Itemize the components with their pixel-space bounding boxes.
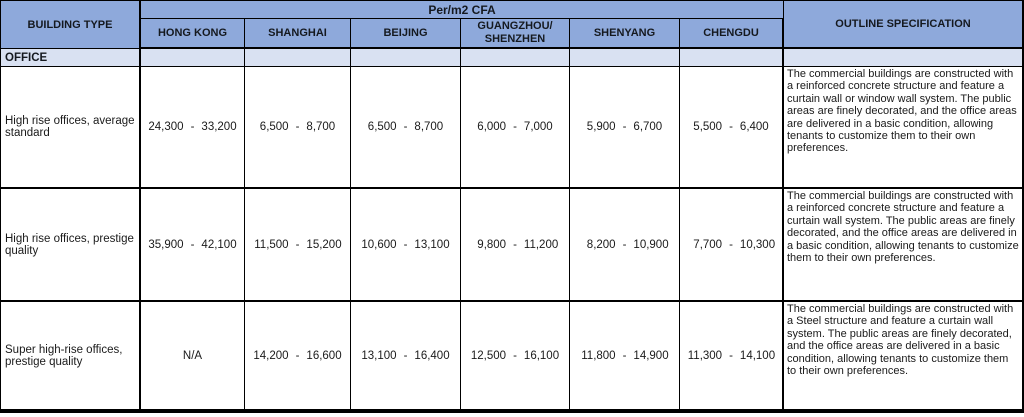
cost-range-cell: 7,700-10,300 <box>680 189 784 302</box>
range-dash: - <box>513 238 517 251</box>
building-type-header: BUILDING TYPE <box>1 1 141 49</box>
section-cell-empty <box>141 49 245 67</box>
range-low: 11,300 <box>687 349 723 362</box>
range-high: 11,200 <box>523 238 559 251</box>
range-dash: - <box>403 238 408 251</box>
range-dash: - <box>729 349 733 362</box>
building-type-cell: High rise offices, average standard <box>1 67 141 189</box>
column-header-hong-kong: HONG KONG <box>141 19 245 49</box>
cost-range-cell: 11,800-14,900 <box>570 302 680 410</box>
range-dash: - <box>513 349 517 362</box>
section-cell-empty <box>245 49 351 67</box>
range-dash: - <box>190 121 195 133</box>
range-high: 8,700 <box>414 121 444 133</box>
range-high: 7,000 <box>523 121 553 133</box>
cost-range-cell: 14,200-16,600 <box>245 302 351 410</box>
range-low: 5,900 <box>586 121 616 133</box>
range-low: 10,600 <box>361 238 397 251</box>
range-high: 6,700 <box>633 121 663 133</box>
range-dash: - <box>403 349 408 362</box>
cost-range-cell: 6,500-8,700 <box>351 67 461 189</box>
range-high: 14,100 <box>739 349 776 362</box>
cost-range-cell: 8,200-10,900 <box>570 189 680 302</box>
cost-range-cell: 11,500-15,200 <box>245 189 351 302</box>
section-cell-empty <box>784 49 1023 67</box>
range-high: 42,100 <box>201 238 237 251</box>
range-high: 16,100 <box>523 349 560 362</box>
range-dash: - <box>513 121 517 133</box>
range-high: 14,900 <box>633 349 669 362</box>
column-header-shenyang: SHENYANG <box>570 19 680 49</box>
range-low: 13,100 <box>361 349 397 362</box>
range-high: 10,900 <box>633 238 669 251</box>
range-low: 11,500 <box>254 238 289 251</box>
cost-range-cell: 6,000-7,000 <box>461 67 570 189</box>
range-low: 8,200 <box>586 238 616 251</box>
column-header-shanghai: SHANGHAI <box>245 19 351 49</box>
range-high: 33,200 <box>201 121 237 133</box>
column-header-chengdu: CHENGDU <box>680 19 784 49</box>
cost-range-cell: 10,600-13,100 <box>351 189 461 302</box>
range-high: 13,100 <box>414 238 450 251</box>
cost-range-cell: 12,500-16,100 <box>461 302 570 410</box>
outline-specification-cell: The commercial buildings are constructed… <box>784 67 1023 189</box>
range-dash: - <box>729 238 733 251</box>
cost-range-cell: 13,100-16,400 <box>351 302 461 410</box>
range-low: 6,500 <box>259 121 289 133</box>
building-type-cell: High rise offices, prestige quality <box>1 189 141 302</box>
range-dash: - <box>622 121 627 133</box>
range-high: 10,300 <box>739 238 776 251</box>
range-high: 16,600 <box>306 349 342 362</box>
range-dash: - <box>295 349 300 362</box>
cost-range-cell: 11,300-14,100 <box>680 302 784 410</box>
range-high: 15,200 <box>306 238 342 251</box>
range-low: 35,900 <box>148 238 184 251</box>
range-low: 7,700 <box>693 238 723 251</box>
outline-specification-header: OUTLINE SPECIFICATION <box>784 1 1023 49</box>
range-low: 24,300 <box>148 121 184 133</box>
range-high: 6,400 <box>739 121 769 133</box>
cost-range-cell: 5,900-6,700 <box>570 67 680 189</box>
range-na: N/A <box>182 349 203 362</box>
per-m2-cfa-group-header: Per/m2 CFA <box>141 1 784 19</box>
section-cell-empty <box>570 49 680 67</box>
range-dash: - <box>295 238 300 251</box>
section-label-office: OFFICE <box>1 49 141 67</box>
cost-range-cell: 9,800-11,200 <box>461 189 570 302</box>
outline-specification-cell: The commercial buildings are constructed… <box>784 302 1023 410</box>
cost-range-cell: 35,900-42,100 <box>141 189 245 302</box>
range-low: 9,800 <box>477 238 507 251</box>
range-low: 6,000 <box>477 121 507 133</box>
range-dash: - <box>622 349 627 362</box>
outline-specification-cell: The commercial buildings are constructed… <box>784 189 1023 302</box>
range-dash: - <box>729 121 733 133</box>
range-dash: - <box>295 121 300 133</box>
section-cell-empty <box>680 49 784 67</box>
range-high: 16,400 <box>414 349 450 362</box>
cost-range-cell: 6,500-8,700 <box>245 67 351 189</box>
range-dash: - <box>403 121 408 133</box>
range-low: 5,500 <box>693 121 723 133</box>
section-cell-empty <box>461 49 570 67</box>
column-header-beijing: BEIJING <box>351 19 461 49</box>
column-header-guangzhou-shenzhen: GUANGZHOU/ SHENZHEN <box>461 19 570 49</box>
cost-range-cell: 5,500-6,400 <box>680 67 784 189</box>
range-low: 11,800 <box>581 349 616 362</box>
cost-range-cell: 24,300-33,200 <box>141 67 245 189</box>
range-dash: - <box>622 238 627 251</box>
section-cell-empty <box>351 49 461 67</box>
range-dash: - <box>190 238 195 251</box>
range-low: 6,500 <box>367 121 397 133</box>
range-high: 8,700 <box>306 121 336 133</box>
cost-range-cell: N/A <box>141 302 245 410</box>
range-low: 14,200 <box>253 349 289 362</box>
building-type-cell: Super high-rise offices, prestige qualit… <box>1 302 141 410</box>
range-low: 12,500 <box>470 349 507 362</box>
